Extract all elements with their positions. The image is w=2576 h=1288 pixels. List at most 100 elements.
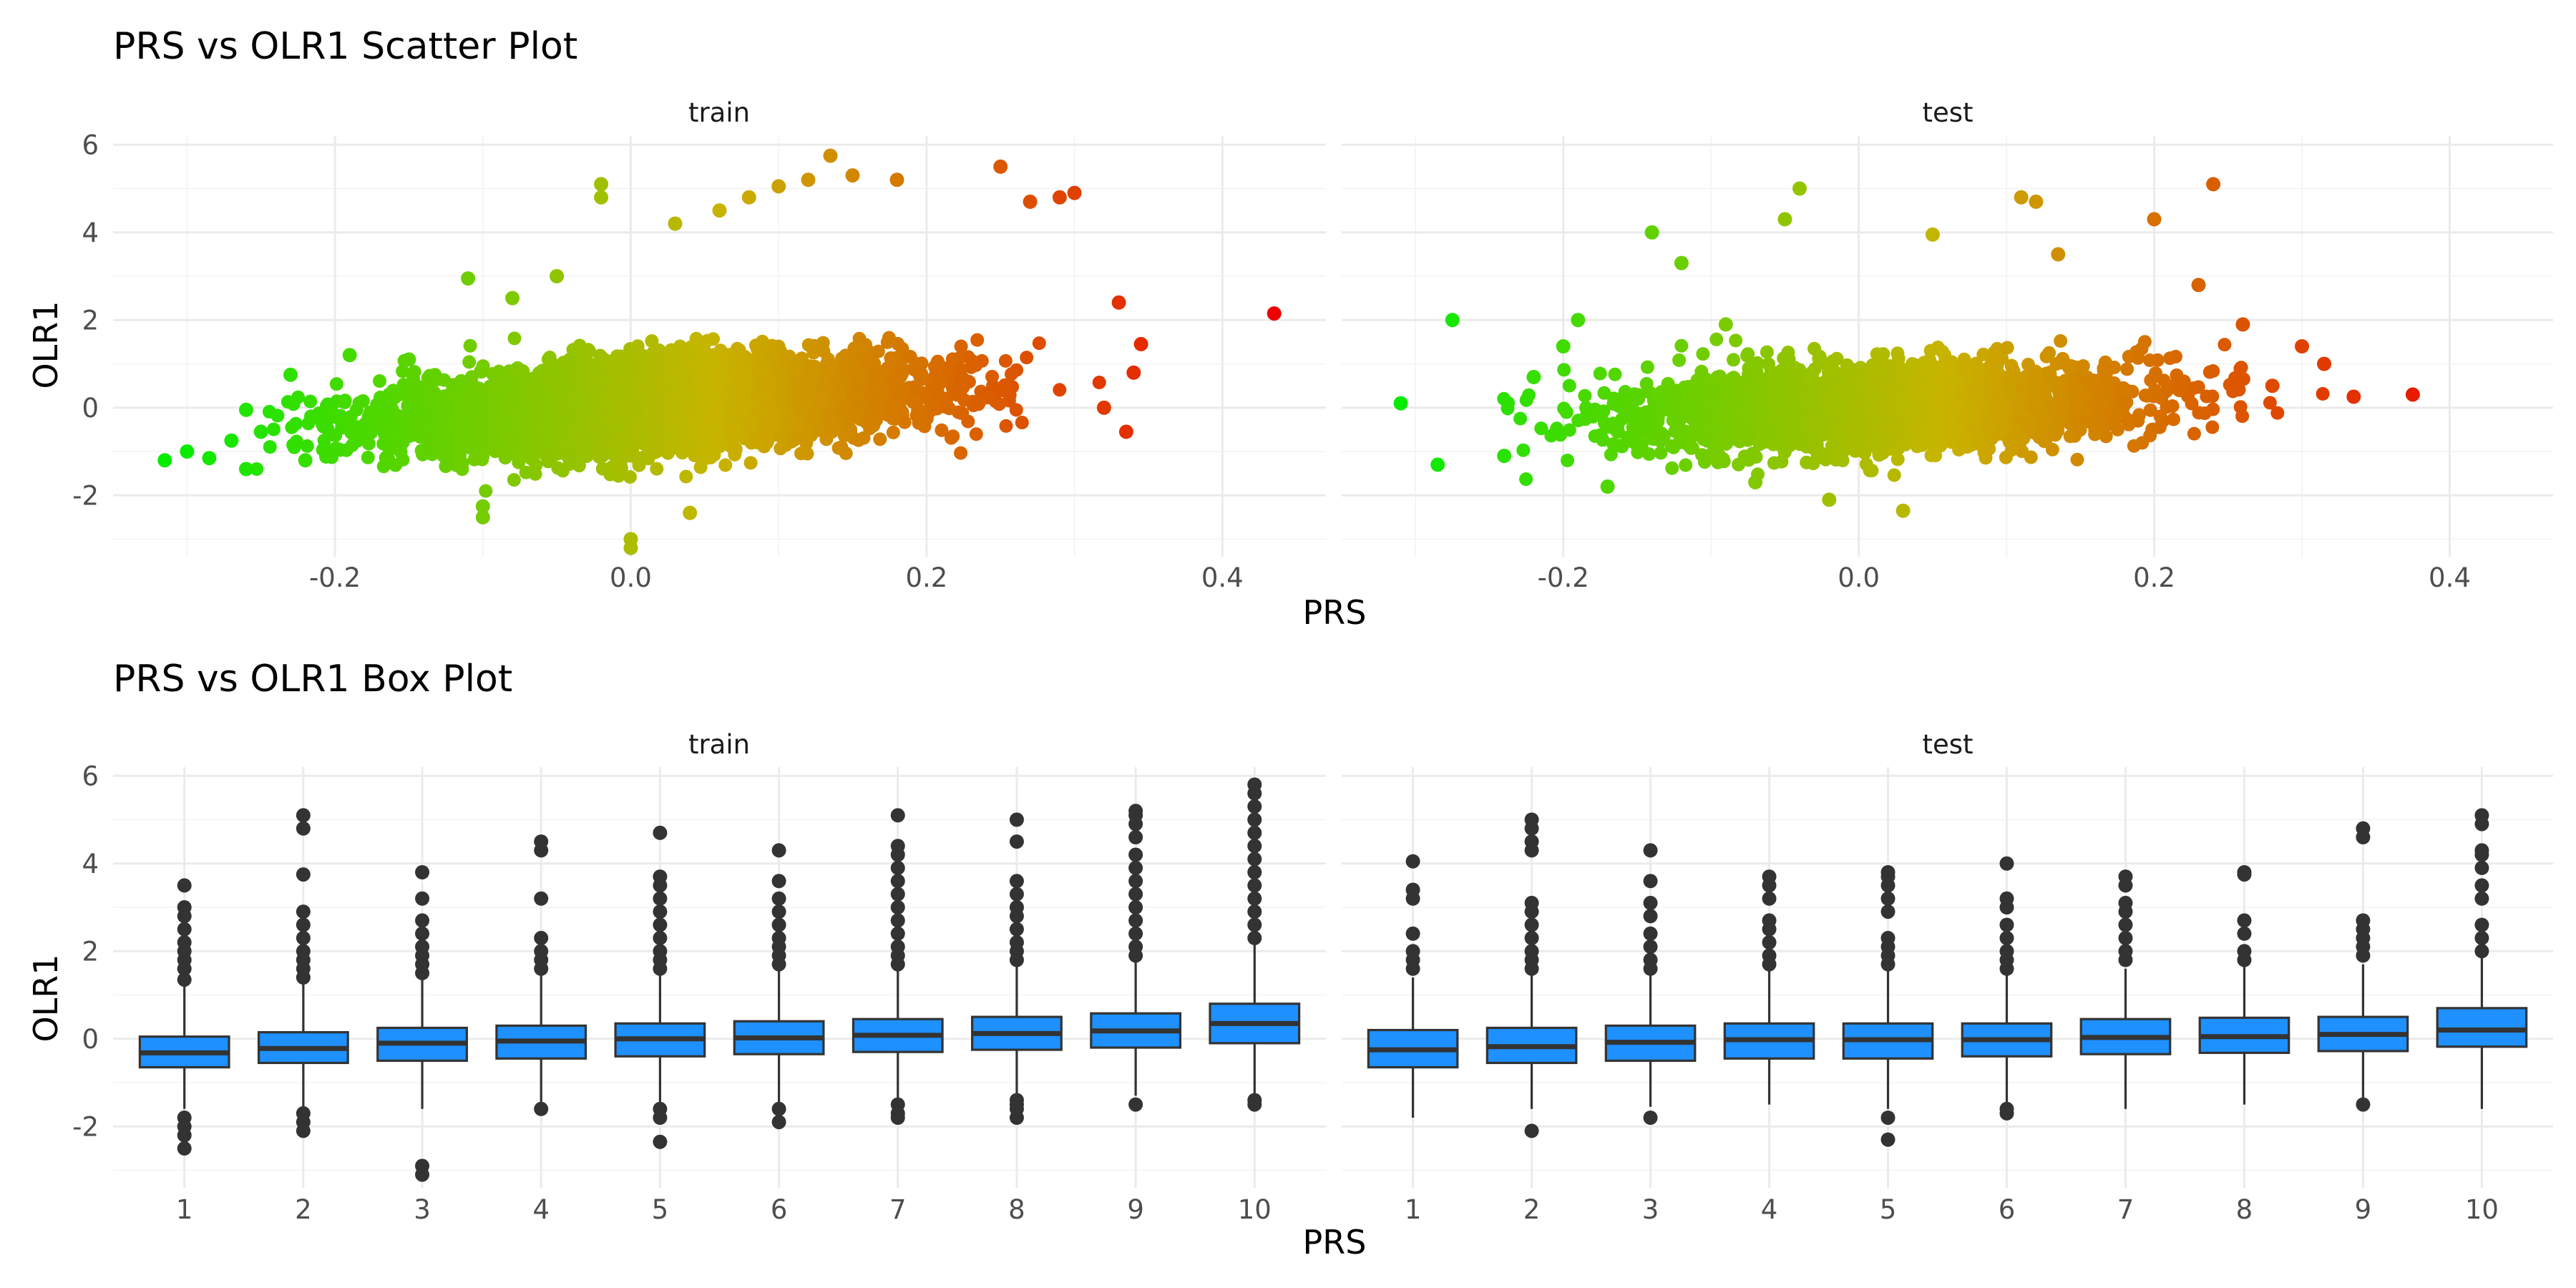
scatter-point	[954, 446, 968, 460]
scatter-point	[517, 439, 532, 453]
scatter-point	[316, 443, 330, 457]
scatter-point	[374, 390, 387, 404]
scatter-point	[516, 364, 530, 379]
scatter-point	[1020, 351, 1034, 365]
scatter-point	[895, 341, 909, 356]
scatter-point	[774, 441, 788, 456]
scatter-point	[610, 349, 624, 364]
scatter-point	[329, 441, 343, 456]
scatter-point	[1032, 336, 1046, 351]
scatter-point	[650, 462, 664, 476]
scatter-point	[420, 431, 434, 446]
scatter-strip-train: train	[688, 97, 750, 128]
scatter-point	[700, 333, 714, 348]
scatter-strip-test: test	[1922, 97, 1973, 128]
scatter-point	[998, 353, 1013, 368]
scatter-point	[957, 393, 971, 407]
x-tick-label: 0.0	[610, 562, 652, 593]
scatter-point	[688, 449, 702, 462]
scatter-point	[970, 333, 985, 347]
scatter-point	[857, 431, 871, 445]
scatter-point	[819, 432, 834, 447]
x-tick-label: 0.4	[1201, 562, 1244, 593]
scatter-point	[1009, 403, 1023, 417]
scatter-point	[403, 429, 417, 443]
scatter-point	[582, 344, 597, 358]
scatter-point	[676, 434, 691, 447]
scatter-point	[267, 422, 280, 436]
scatter-point	[641, 447, 655, 461]
scatter-point	[1015, 416, 1029, 429]
scatter-point	[429, 423, 443, 437]
scatter-point	[464, 370, 479, 384]
scatter-point	[914, 367, 929, 381]
scatter-point	[969, 427, 983, 441]
scatter-point	[463, 338, 477, 353]
scatter-point	[873, 432, 887, 447]
scatter-point	[654, 423, 668, 437]
x-tick-label: -0.2	[309, 562, 361, 593]
scatter-panel-train: -0.2 0.0 0.2 0.4	[113, 136, 1326, 593]
scatter-point	[718, 458, 733, 472]
scatter-point	[462, 355, 477, 369]
scatter-point	[950, 384, 964, 398]
scatter-point	[684, 340, 698, 354]
scatter-point	[280, 395, 295, 409]
scatter-point	[1002, 388, 1017, 402]
scatter-point	[679, 469, 693, 484]
scatter-point	[595, 462, 610, 476]
scatter-point	[743, 456, 758, 470]
scatter-point	[439, 459, 453, 474]
scatter-point	[360, 429, 374, 443]
scatter-point	[884, 399, 898, 413]
scatter-point	[444, 448, 459, 462]
scatter-point	[969, 358, 983, 372]
scatter-point	[630, 451, 644, 465]
scatter-point	[1092, 376, 1106, 389]
scatter-point	[351, 420, 366, 434]
scatter-point	[338, 395, 352, 409]
scatter-point	[834, 440, 849, 454]
scatter-point	[942, 401, 956, 416]
scatter-point	[574, 361, 587, 376]
scatter-point	[728, 441, 743, 456]
scatter-point	[469, 432, 484, 447]
scatter-point	[882, 331, 896, 345]
scatter-point	[1053, 383, 1067, 397]
x-tick-label: 0.2	[905, 562, 947, 593]
scatter-point	[373, 374, 386, 388]
scatter-point	[637, 361, 651, 375]
scatter-point	[361, 450, 375, 464]
scatter-point	[349, 403, 364, 417]
scatter-point	[645, 334, 659, 348]
scatter-point	[946, 429, 960, 444]
scatter-point	[367, 407, 381, 421]
scatter-point	[985, 369, 999, 384]
scatter-point	[270, 409, 285, 423]
scatter-point	[481, 441, 495, 455]
scatter-point	[421, 371, 435, 385]
scatter-point	[350, 434, 364, 448]
scatter-point	[869, 373, 883, 387]
scatter-point	[892, 384, 906, 398]
scatter-point	[507, 473, 521, 487]
scatter-point	[407, 365, 421, 379]
scatter-point	[1005, 367, 1018, 381]
scatter-point	[935, 423, 949, 437]
scatter-point	[433, 435, 447, 449]
scatter-point	[519, 465, 533, 479]
scatter-point	[841, 419, 856, 434]
scatter-point	[300, 439, 314, 453]
scatter-point	[931, 354, 945, 369]
scatter-point	[404, 416, 418, 431]
scatter-point	[285, 420, 299, 434]
scatter-point	[329, 377, 343, 391]
scatter-point	[379, 451, 393, 465]
scatter-point	[455, 462, 469, 477]
scatter-point	[897, 415, 912, 429]
scatter-point	[831, 374, 846, 388]
scatter-point	[912, 416, 926, 430]
scatter-point	[476, 359, 490, 374]
scatter-point	[542, 351, 557, 364]
scatter-point	[623, 470, 637, 484]
